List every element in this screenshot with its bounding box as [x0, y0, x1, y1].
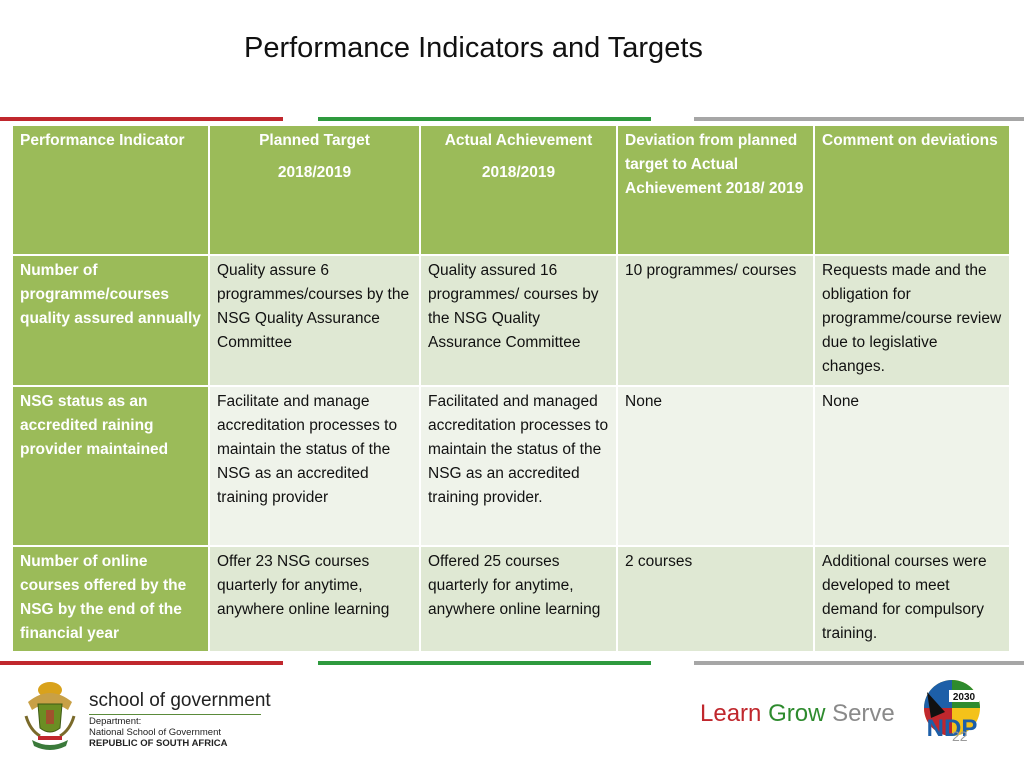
- table-header-row: Performance Indicator Planned Target 201…: [11, 124, 1011, 256]
- actual-cell: Quality assured 16 programmes/ courses b…: [419, 254, 618, 387]
- table-row: NSG status as an accredited raining prov…: [11, 385, 1011, 547]
- indicator-cell: Number of programme/courses quality assu…: [11, 254, 210, 387]
- table-row: Number of programme/courses quality assu…: [11, 254, 1011, 387]
- top-rule-red: [0, 117, 283, 121]
- performance-table: Performance Indicator Planned Target 201…: [11, 124, 1011, 653]
- deviation-cell: None: [616, 385, 815, 547]
- tagline-learn: Learn: [700, 700, 762, 727]
- bottom-rule-red: [0, 661, 283, 665]
- tagline-serve: Serve: [832, 700, 895, 727]
- actual-cell: Offered 25 courses quarterly for anytime…: [419, 545, 618, 653]
- deviation-cell: 10 programmes/ courses: [616, 254, 815, 387]
- comment-cell: Additional courses were developed to mee…: [813, 545, 1011, 653]
- deviation-cell: 2 courses: [616, 545, 815, 653]
- indicator-cell: NSG status as an accredited raining prov…: [11, 385, 210, 547]
- header-comment: Comment on deviations: [813, 124, 1011, 256]
- comment-cell: Requests made and the obligation for pro…: [813, 254, 1011, 387]
- dept-line: National School of Government: [89, 727, 222, 738]
- planned-cell: Offer 23 NSG courses quarterly for anyti…: [208, 545, 421, 653]
- slide-title: Performance Indicators and Targets: [244, 32, 703, 64]
- tagline-grow: Grow: [768, 700, 826, 727]
- ndp-2030-logo-icon: 2030 NDP: [924, 680, 980, 742]
- top-rule-green: [318, 117, 651, 121]
- school-name-underline: [89, 714, 261, 715]
- planned-cell: Quality assure 6 programmes/courses by t…: [208, 254, 421, 387]
- tagline: Learn Grow Serve: [700, 700, 895, 728]
- page-number: 22: [952, 728, 968, 744]
- comment-cell: None: [813, 385, 1011, 547]
- header-planned-target: Planned Target 2018/2019: [208, 124, 421, 256]
- header-actual-achievement: Actual Achievement 2018/2019: [419, 124, 618, 256]
- school-name: school of government: [89, 690, 271, 711]
- header-deviation: Deviation from planned target to Actual …: [616, 124, 815, 256]
- planned-cell: Facilitate and manage accreditation proc…: [208, 385, 421, 547]
- actual-cell: Facilitated and managed accreditation pr…: [419, 385, 618, 547]
- top-rule-grey: [694, 117, 1024, 121]
- ndp-text: NDP: [927, 715, 978, 742]
- bottom-rule-green: [318, 661, 651, 665]
- header-performance-indicator: Performance Indicator: [11, 124, 210, 256]
- indicator-cell: Number of online courses offered by the …: [11, 545, 210, 653]
- bottom-rule-grey: [694, 661, 1024, 665]
- table-row: Number of online courses offered by the …: [11, 545, 1011, 653]
- coat-of-arms-icon: [24, 682, 76, 750]
- dept-line-country: REPUBLIC OF SOUTH AFRICA: [89, 738, 228, 749]
- ndp-year: 2030: [953, 692, 976, 703]
- dept-line: Department:: [89, 716, 142, 727]
- department-block: Department: National School of Governmen…: [89, 716, 227, 749]
